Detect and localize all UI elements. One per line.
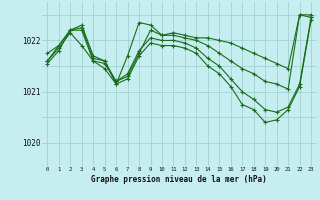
X-axis label: Graphe pression niveau de la mer (hPa): Graphe pression niveau de la mer (hPa) <box>91 175 267 184</box>
